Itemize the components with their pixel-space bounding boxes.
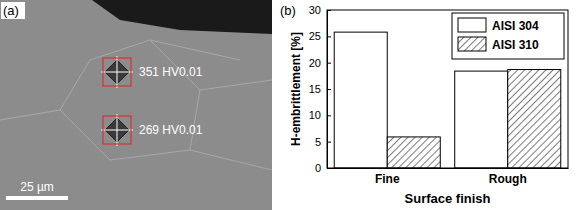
y-tick-label: 20 bbox=[309, 57, 321, 69]
x-tick: Fine bbox=[375, 168, 400, 186]
scale-bar-label: 25 µm bbox=[20, 180, 54, 194]
grain-boundaries bbox=[0, 40, 272, 170]
legend-label: AISI 304 bbox=[492, 19, 539, 33]
x-tick-label: Rough bbox=[489, 172, 527, 186]
y-tick-mark bbox=[327, 89, 331, 90]
panel-label: (a) bbox=[3, 3, 19, 18]
micrograph-edge bbox=[92, 0, 272, 34]
y-tick-label: 30 bbox=[309, 4, 321, 16]
indent: 351 HV0.01 bbox=[101, 56, 203, 88]
legend-swatch bbox=[458, 37, 486, 51]
y-tick-label: 10 bbox=[309, 109, 321, 121]
micrograph-background bbox=[0, 0, 272, 210]
y-tick-label: 15 bbox=[309, 83, 321, 95]
y-tick: 15 bbox=[309, 83, 331, 95]
x-tick: Rough bbox=[489, 168, 527, 186]
legend-frame bbox=[452, 13, 564, 59]
indent-box bbox=[103, 116, 131, 144]
bar bbox=[334, 32, 387, 168]
bar bbox=[387, 137, 440, 168]
y-tick: 20 bbox=[309, 57, 331, 69]
y-tick-label: 5 bbox=[315, 136, 321, 148]
y-tick-mark bbox=[327, 36, 331, 37]
micrograph-panel: 351 HV0.01 269 HV0.01 25 µm (a) bbox=[0, 0, 272, 210]
y-tick: 25 bbox=[309, 30, 331, 42]
y-tick-label: 0 bbox=[315, 162, 321, 174]
indent: 269 HV0.01 bbox=[101, 114, 203, 146]
indent-cross bbox=[101, 114, 133, 146]
indent-cross bbox=[101, 56, 133, 88]
bar bbox=[455, 71, 508, 168]
y-tick-mark bbox=[327, 142, 331, 143]
legend-swatch bbox=[458, 18, 486, 32]
y-tick-mark bbox=[327, 115, 331, 116]
indent-box bbox=[103, 58, 131, 86]
legend-label: AISI 310 bbox=[492, 38, 539, 52]
legend: AISI 304 AISI 310 bbox=[452, 13, 564, 59]
x-axis-title: Surface finish bbox=[405, 191, 491, 206]
figure: 351 HV0.01 269 HV0.01 25 µm (a) (b) 0 5 10 15 20 2… bbox=[0, 0, 578, 210]
x-axis: Fine Rough bbox=[328, 168, 569, 186]
scale-bar bbox=[6, 196, 68, 200]
x-tick-label: Fine bbox=[375, 172, 400, 186]
y-tick: 10 bbox=[309, 109, 331, 121]
panel-label: (b) bbox=[280, 3, 296, 18]
bar bbox=[508, 70, 561, 168]
indent-label: 269 HV0.01 bbox=[139, 123, 203, 137]
indent-label: 351 HV0.01 bbox=[139, 65, 203, 79]
y-tick-mark bbox=[327, 63, 331, 64]
y-axis: 0 5 10 15 20 25 30 bbox=[309, 4, 331, 174]
y-axis-title: H-embrittlement [%] bbox=[289, 32, 303, 146]
y-tick-label: 25 bbox=[309, 30, 321, 42]
panel-label-bg bbox=[1, 2, 25, 19]
plot-frame bbox=[327, 10, 568, 168]
y-tick: 5 bbox=[315, 136, 331, 148]
